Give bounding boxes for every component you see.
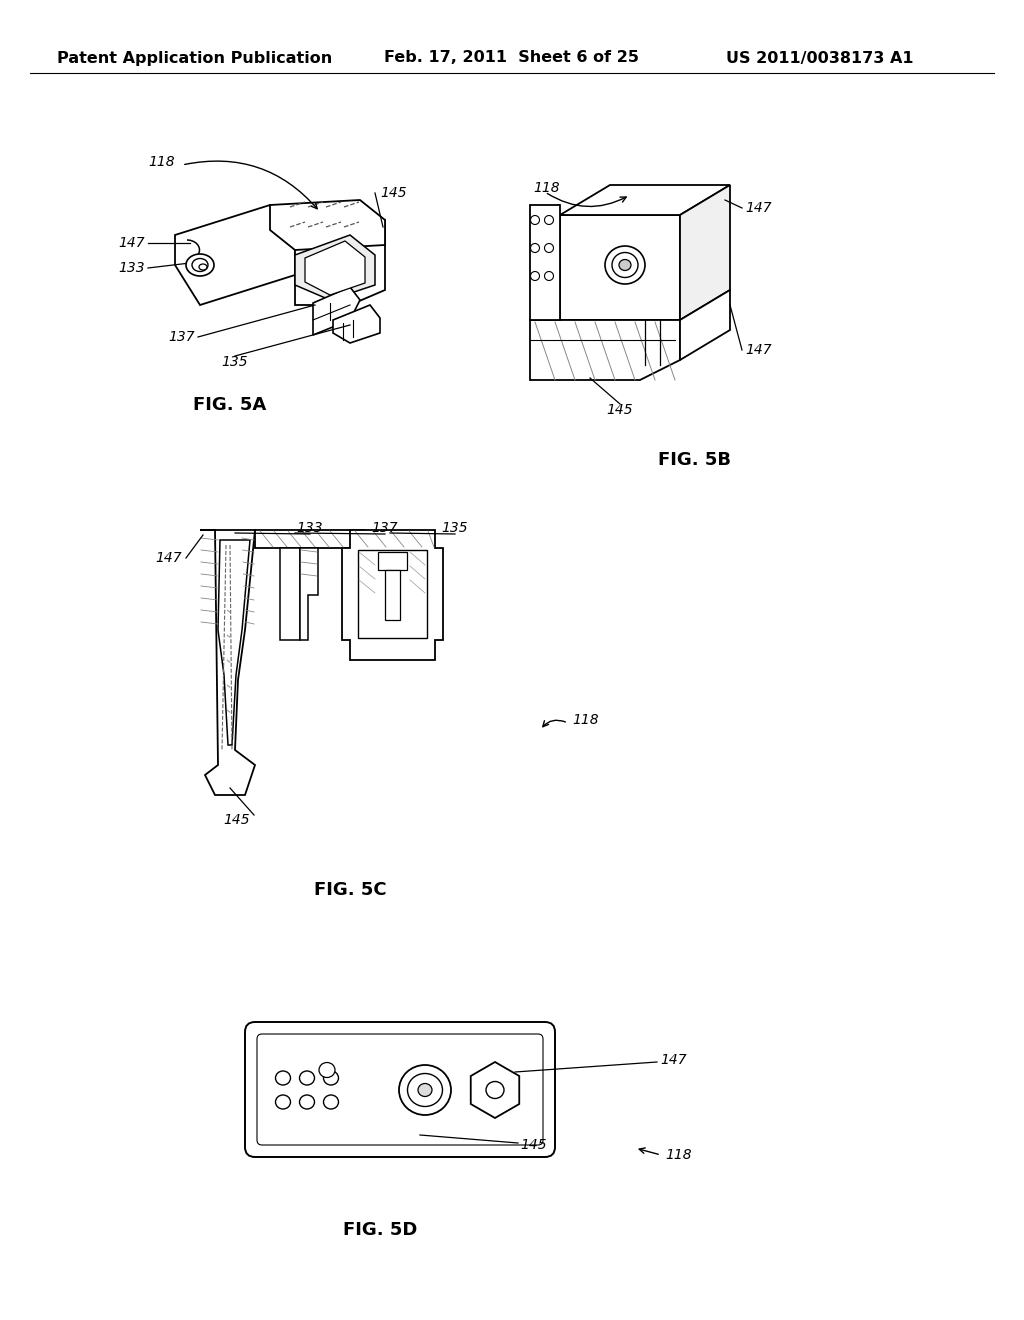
Text: 137: 137	[372, 521, 398, 535]
Polygon shape	[305, 242, 365, 294]
Polygon shape	[255, 531, 365, 548]
Text: 147: 147	[119, 236, 145, 249]
Text: 135: 135	[441, 521, 468, 535]
Polygon shape	[560, 185, 730, 215]
Text: FIG. 5C: FIG. 5C	[313, 880, 386, 899]
Polygon shape	[680, 290, 730, 360]
Ellipse shape	[299, 1071, 314, 1085]
Polygon shape	[300, 548, 318, 640]
Ellipse shape	[418, 1084, 432, 1097]
Text: 145: 145	[520, 1138, 547, 1152]
Text: 133: 133	[297, 521, 324, 535]
Polygon shape	[358, 550, 427, 638]
Ellipse shape	[612, 252, 638, 277]
Polygon shape	[333, 305, 380, 343]
Ellipse shape	[545, 243, 554, 252]
Ellipse shape	[299, 1096, 314, 1109]
Ellipse shape	[545, 272, 554, 281]
Polygon shape	[295, 220, 385, 305]
Ellipse shape	[324, 1096, 339, 1109]
Ellipse shape	[319, 1063, 335, 1077]
Polygon shape	[175, 205, 295, 305]
Polygon shape	[342, 531, 443, 660]
FancyBboxPatch shape	[245, 1022, 555, 1158]
Text: 118: 118	[572, 713, 599, 727]
Polygon shape	[385, 570, 400, 620]
Ellipse shape	[618, 260, 631, 271]
Ellipse shape	[399, 1065, 451, 1115]
Polygon shape	[218, 540, 250, 744]
Polygon shape	[280, 548, 300, 640]
Ellipse shape	[193, 259, 208, 272]
Ellipse shape	[530, 272, 540, 281]
Text: 147: 147	[156, 550, 182, 565]
Text: 118: 118	[148, 154, 175, 169]
Polygon shape	[313, 286, 360, 335]
Text: 118: 118	[665, 1148, 691, 1162]
Text: FIG. 5B: FIG. 5B	[658, 451, 731, 469]
Polygon shape	[200, 531, 255, 795]
Ellipse shape	[275, 1071, 291, 1085]
Text: 118: 118	[534, 181, 560, 195]
Text: FIG. 5A: FIG. 5A	[194, 396, 266, 414]
Polygon shape	[560, 215, 680, 319]
Polygon shape	[530, 319, 680, 380]
Text: Patent Application Publication: Patent Application Publication	[57, 50, 333, 66]
Polygon shape	[378, 552, 407, 570]
Ellipse shape	[530, 243, 540, 252]
Text: 147: 147	[745, 201, 772, 215]
Text: FIG. 5D: FIG. 5D	[343, 1221, 417, 1239]
Ellipse shape	[324, 1071, 339, 1085]
Polygon shape	[295, 235, 375, 300]
Ellipse shape	[186, 253, 214, 276]
Text: 135: 135	[221, 355, 248, 370]
Text: US 2011/0038173 A1: US 2011/0038173 A1	[726, 50, 913, 66]
Ellipse shape	[545, 215, 554, 224]
Ellipse shape	[275, 1096, 291, 1109]
Polygon shape	[530, 205, 560, 319]
Text: 133: 133	[119, 261, 145, 275]
Polygon shape	[680, 185, 730, 319]
Text: Feb. 17, 2011  Sheet 6 of 25: Feb. 17, 2011 Sheet 6 of 25	[384, 50, 640, 66]
Text: 145: 145	[606, 403, 633, 417]
Ellipse shape	[530, 215, 540, 224]
Text: 145: 145	[380, 186, 407, 201]
Ellipse shape	[486, 1081, 504, 1098]
Polygon shape	[270, 201, 385, 249]
Text: 137: 137	[168, 330, 195, 345]
Text: 145: 145	[223, 813, 250, 828]
Ellipse shape	[605, 246, 645, 284]
Ellipse shape	[408, 1073, 442, 1106]
Text: 147: 147	[745, 343, 772, 356]
Polygon shape	[471, 1063, 519, 1118]
Text: 147: 147	[660, 1053, 687, 1067]
Ellipse shape	[199, 264, 207, 271]
